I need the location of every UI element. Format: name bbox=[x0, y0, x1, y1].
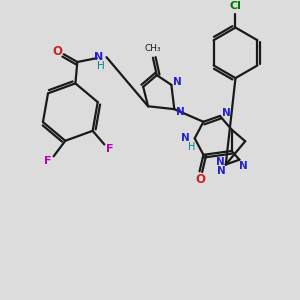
Text: N: N bbox=[176, 107, 184, 117]
Text: N: N bbox=[94, 52, 103, 62]
Text: N: N bbox=[222, 108, 231, 118]
Text: Cl: Cl bbox=[230, 1, 242, 11]
Text: CH₃: CH₃ bbox=[145, 44, 161, 53]
Text: N: N bbox=[239, 161, 248, 172]
Text: F: F bbox=[44, 156, 52, 166]
Text: O: O bbox=[196, 172, 206, 186]
Text: H: H bbox=[188, 142, 196, 152]
Text: N: N bbox=[217, 166, 225, 176]
Text: N: N bbox=[173, 77, 182, 87]
Text: N: N bbox=[181, 133, 189, 143]
Text: N: N bbox=[216, 157, 224, 166]
Text: O: O bbox=[52, 45, 62, 58]
Text: F: F bbox=[106, 144, 114, 154]
Text: H: H bbox=[97, 61, 104, 71]
